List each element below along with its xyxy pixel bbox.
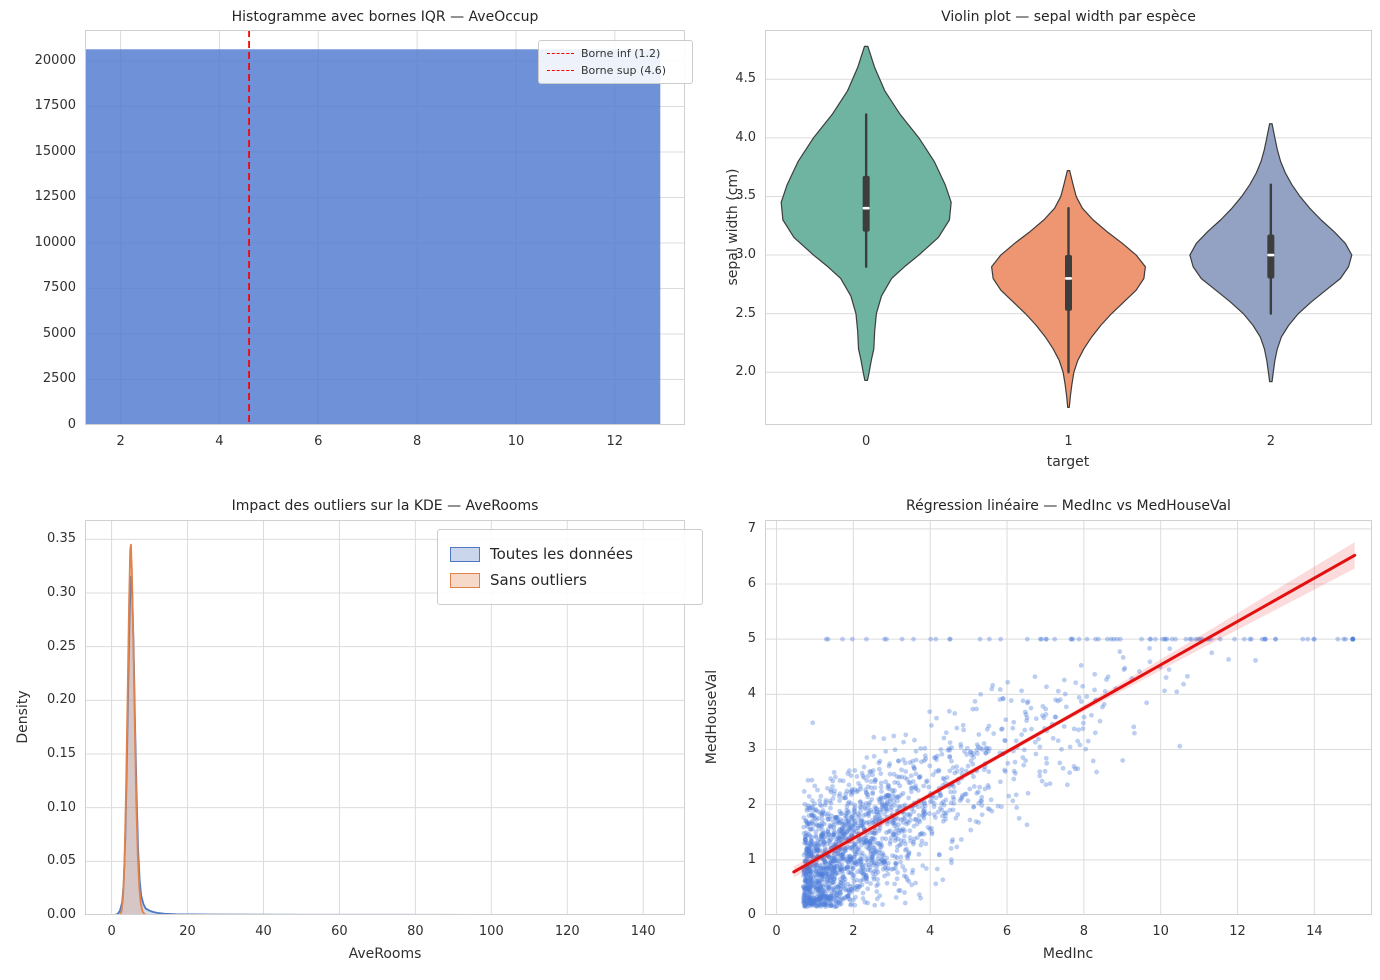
x-tick-label: 6 <box>314 434 323 449</box>
y-tick-label: 0 <box>747 907 756 922</box>
y-tick-label: 0.10 <box>47 799 76 815</box>
kde-legend-label-all: Toutes les données <box>490 544 633 563</box>
hist-legend-label-sup: Borne sup (4.6) <box>581 64 667 77</box>
y-tick-label: 0.00 <box>47 907 76 922</box>
kde-legend-entry: Sans outliers <box>448 570 692 589</box>
y-tick-label: 2.5 <box>735 305 756 321</box>
y-tick-label: 7 <box>747 520 756 536</box>
y-tick-label: 17500 <box>34 98 76 114</box>
y-tick-label: 4.0 <box>735 129 756 145</box>
y-tick-label: 0 <box>67 417 76 432</box>
regression-xaxis-label: MedInc <box>1042 946 1094 962</box>
x-tick-label: 120 <box>554 924 580 939</box>
x-tick-label: 60 <box>331 924 348 939</box>
x-tick-label: 0 <box>107 924 116 939</box>
y-tick-label: 2500 <box>42 371 76 387</box>
x-tick-label: 20 <box>179 924 196 939</box>
regression-yaxis-label: MedHouseVal <box>704 669 720 765</box>
kde-xaxis-label: AveRooms <box>348 946 422 962</box>
kde-title: Impact des outliers sur la KDE — AveRoom… <box>231 498 539 514</box>
y-tick-label: 3.0 <box>735 247 756 263</box>
hist-legend-entry: Borne sup (4.6) <box>545 64 686 77</box>
y-tick-label: 6 <box>747 575 756 591</box>
regression-axes <box>765 520 1372 915</box>
x-tick-label: 100 <box>478 924 504 939</box>
x-tick-label: 12 <box>606 434 624 449</box>
x-tick-label: 10 <box>1152 924 1169 939</box>
x-tick-label: 8 <box>1079 924 1088 939</box>
violin-xaxis-label: target <box>1046 454 1090 470</box>
y-tick-label: 3 <box>747 741 756 757</box>
y-tick-label: 15000 <box>34 143 76 159</box>
y-tick-label: 1 <box>747 851 756 867</box>
red-dashed-line-icon <box>547 70 574 71</box>
x-tick-label: 2 <box>116 434 125 449</box>
x-tick-label: 2 <box>849 924 858 939</box>
regression-title: Régression linéaire — MedInc vs MedHouse… <box>906 498 1231 514</box>
y-tick-label: 0.25 <box>47 638 76 654</box>
x-tick-label: 4 <box>215 434 224 449</box>
y-tick-label: 0.35 <box>47 531 76 547</box>
y-tick-label: 2 <box>747 796 756 812</box>
y-tick-label: 0.30 <box>47 584 76 600</box>
y-tick-label: 10000 <box>34 234 76 250</box>
x-tick-label: 2 <box>1266 434 1275 449</box>
kde-legend-label-clean: Sans outliers <box>490 570 587 589</box>
y-tick-label: 2.0 <box>735 364 756 380</box>
y-tick-label: 5000 <box>42 325 76 341</box>
kde-legend: Toutes les données Sans outliers <box>437 529 703 605</box>
violin-axes <box>765 30 1372 425</box>
y-tick-label: 4 <box>747 686 756 702</box>
x-tick-label: 40 <box>255 924 272 939</box>
orange-patch-icon <box>450 572 480 588</box>
hist-axes <box>85 30 685 425</box>
y-tick-label: 20000 <box>34 52 76 68</box>
x-tick-label: 8 <box>412 434 422 449</box>
x-tick-label: 10 <box>507 434 525 449</box>
hist-legend-label-inf: Borne inf (1.2) <box>581 47 661 60</box>
y-tick-label: 5 <box>747 631 756 647</box>
y-tick-label: 0.15 <box>47 745 76 761</box>
y-tick-label: 0.20 <box>47 692 76 708</box>
y-tick-label: 7500 <box>42 280 76 296</box>
x-tick-label: 0 <box>772 924 781 939</box>
blue-patch-icon <box>450 546 480 562</box>
x-tick-label: 80 <box>407 924 424 939</box>
hist-title: Histogramme avec bornes IQR — AveOccup <box>231 9 539 25</box>
x-tick-label: 14 <box>1306 924 1323 939</box>
x-tick-label: 1 <box>1064 434 1073 449</box>
y-tick-label: 12500 <box>34 189 76 205</box>
x-tick-label: 12 <box>1229 924 1246 939</box>
x-tick-label: 4 <box>926 924 935 939</box>
violin-title: Violin plot — sepal width par espèce <box>941 9 1196 25</box>
kde-legend-entry: Toutes les données <box>448 544 692 563</box>
hist-legend-entry: Borne inf (1.2) <box>545 47 686 60</box>
x-tick-label: 0 <box>862 434 871 449</box>
x-tick-label: 6 <box>1002 924 1012 939</box>
violin-yaxis-label: sepal width (cm) <box>725 168 741 286</box>
y-tick-label: 0.05 <box>47 853 76 869</box>
y-tick-label: 4.5 <box>735 71 756 87</box>
hist-legend: Borne inf (1.2) Borne sup (4.6) <box>538 40 693 84</box>
x-tick-label: 140 <box>630 924 656 939</box>
red-dashed-line-icon <box>547 53 574 54</box>
y-tick-label: 3.5 <box>735 188 756 204</box>
